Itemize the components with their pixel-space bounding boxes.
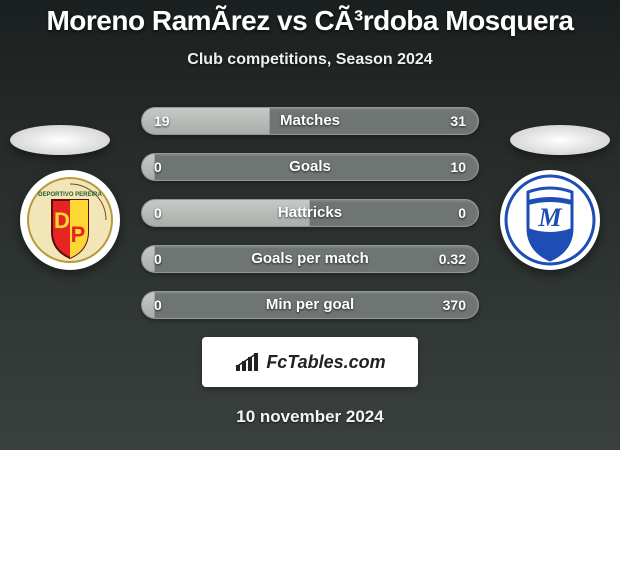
left-club-badge: DEPORTIVO PEREIRA D P: [20, 170, 120, 270]
stat-value-right: 370: [443, 292, 466, 318]
right-club-badge: M: [500, 170, 600, 270]
stat-row: 0Hattricks0: [141, 199, 479, 227]
right-flag-ellipse: [510, 125, 610, 155]
stat-row: 0Min per goal370: [141, 291, 479, 319]
stat-label: Matches: [142, 108, 478, 134]
stat-value-right: 0.32: [439, 246, 466, 272]
bar-chart-icon: [234, 351, 260, 373]
svg-text:P: P: [71, 222, 86, 247]
stat-row: 19Matches31: [141, 107, 479, 135]
date-label: 10 november 2024: [0, 407, 620, 427]
site-logo-text: FcTables.com: [266, 352, 385, 373]
page-title: Moreno RamÃ­rez vs CÃ³rdoba Mosquera: [0, 5, 620, 37]
stat-label: Goals per match: [142, 246, 478, 272]
deportivo-pereira-icon: DEPORTIVO PEREIRA D P: [20, 170, 120, 270]
stat-row: 0Goals10: [141, 153, 479, 181]
svg-text:D: D: [54, 208, 70, 233]
svg-text:M: M: [537, 203, 562, 232]
stat-row: 0Goals per match0.32: [141, 245, 479, 273]
stat-value-right: 10: [450, 154, 466, 180]
site-logo: FcTables.com: [202, 337, 418, 387]
subtitle: Club competitions, Season 2024: [0, 51, 620, 69]
stat-label: Hattricks: [142, 200, 478, 226]
stat-value-right: 31: [450, 108, 466, 134]
millonarios-icon: M: [500, 170, 600, 270]
stat-label: Goals: [142, 154, 478, 180]
stats-container: 19Matches310Goals100Hattricks00Goals per…: [141, 107, 479, 319]
comparison-card: Moreno RamÃ­rez vs CÃ³rdoba Mosquera Clu…: [0, 0, 620, 450]
stat-value-right: 0: [458, 200, 466, 226]
stat-label: Min per goal: [142, 292, 478, 318]
svg-text:DEPORTIVO PEREIRA: DEPORTIVO PEREIRA: [38, 192, 102, 198]
left-flag-ellipse: [10, 125, 110, 155]
